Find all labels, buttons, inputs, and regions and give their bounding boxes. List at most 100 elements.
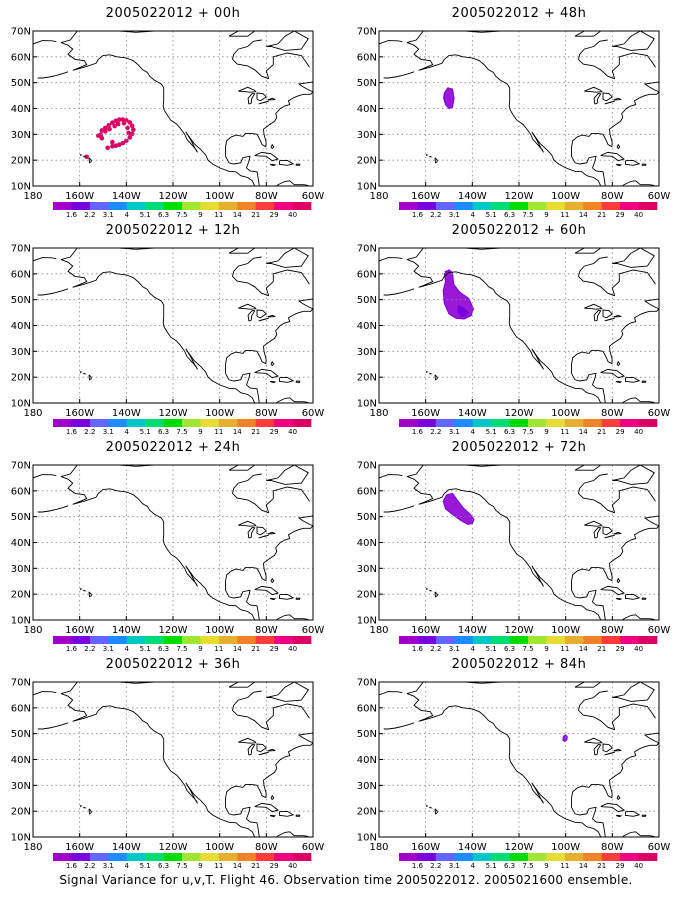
colorbar-label: 29: [616, 862, 625, 868]
graticule: [379, 248, 659, 403]
coastline-segment: [602, 743, 614, 753]
coastline-segment: [578, 690, 615, 731]
graticule: [379, 31, 659, 186]
coastline-segment: [604, 534, 615, 539]
coastline-segment: [33, 40, 57, 45]
variance-dot: [124, 138, 129, 144]
coastline-segment: [593, 310, 602, 322]
lon-tick-label: 60W: [648, 408, 671, 419]
map-panel-12h: 2005022012 + 12h 10N 20N 30N 40N 50N 60N 70N 18…: [0, 217, 346, 434]
variance-dot: [103, 125, 108, 131]
coastline-segment: [611, 486, 656, 513]
coastline-segment: [79, 371, 83, 373]
colorbar-label: 2.2: [84, 645, 95, 651]
coastline-segment: [265, 703, 310, 730]
colorbar-swatch: [528, 853, 547, 861]
variance-dot: [105, 145, 110, 151]
colorbar-swatch: [71, 419, 91, 427]
lat-tick-label: 30N: [357, 781, 377, 792]
colorbar-swatch: [509, 636, 529, 644]
variance-dot: [110, 139, 115, 145]
coastline-segment: [265, 486, 310, 513]
map-figure: 10N 20N 30N 40N 50N 60N 70N 180 160W 140W 120W 100W…: [357, 244, 671, 435]
lon-tick-label: 100W: [551, 842, 580, 853]
map-figure: 10N 20N 30N 40N 50N 60N 70N 180 160W 140W 120W 100W…: [357, 27, 671, 218]
colorbar-swatch: [564, 853, 584, 861]
colorbar-swatch: [491, 853, 510, 861]
coastline-segment: [60, 682, 173, 695]
colorbar-label: 40: [288, 645, 297, 651]
panel-title: 2005022012 + 36h: [105, 657, 241, 672]
colorbar-swatch: [145, 636, 164, 644]
map-panel-00h: 2005022012 + 00h 10N 20N 30N 40N 50N 60N 70N 18…: [0, 0, 346, 217]
variance-dot: [120, 117, 126, 122]
lon-tick-label: 100W: [205, 625, 234, 636]
map-panel-84h: 2005022012 + 84h 10N 20N 30N 40N 50N 60N 70N 18…: [346, 651, 692, 868]
variance-dot: [107, 126, 112, 132]
colorbar-label: 4: [124, 645, 129, 651]
lon-tick-label: 100W: [205, 191, 234, 202]
lat-tick-label: 30N: [357, 347, 377, 358]
lon-tick-label: 160W: [411, 842, 440, 853]
coastline-segment: [269, 163, 277, 167]
lat-tick-label: 20N: [357, 373, 377, 384]
colorbar-label: 40: [634, 645, 643, 651]
variance-dot: [110, 143, 115, 149]
colorbar-swatch: [89, 419, 109, 427]
colorbar-label: 2.2: [84, 211, 95, 217]
coastline-segment: [232, 256, 269, 297]
coastline-segment: [266, 248, 309, 268]
colorbar-label: 21: [597, 645, 606, 651]
coastline-segment: [406, 476, 655, 620]
colorbar-swatch: [472, 202, 492, 210]
graticule: [33, 31, 313, 186]
coastline-segment: [641, 380, 647, 383]
coastline-segment: [225, 515, 313, 620]
coastline-segment: [612, 248, 655, 268]
lat-tick-label: 20N: [11, 590, 31, 601]
lon-tick-label: 80W: [601, 408, 624, 419]
colorbar-label: 11: [560, 211, 569, 217]
colorbar-swatch: [417, 202, 437, 210]
coastline: [33, 682, 313, 837]
variance-dot: [127, 135, 133, 140]
variance-dot: [127, 120, 133, 125]
coastline-segment: [278, 376, 295, 383]
colorbar-swatch: [182, 202, 201, 210]
lon-tick-label: 120W: [159, 408, 188, 419]
colorbar-label: 5.1: [140, 645, 151, 651]
colorbar-label: 1.6: [66, 428, 78, 434]
coastline-segment: [574, 465, 602, 471]
lon-tick-label: 120W: [505, 408, 534, 419]
colorbar-swatch: [71, 853, 91, 861]
coastline-segment: [406, 465, 519, 478]
colorbar-swatch: [237, 636, 257, 644]
colorbar-swatch: [218, 636, 238, 644]
coastline-segment: [60, 259, 309, 403]
colorbar-label: 6.3: [504, 645, 515, 651]
colorbar-label: 40: [288, 862, 297, 868]
colorbar-swatch: [53, 419, 72, 427]
coastline-segment: [232, 39, 269, 80]
lat-tick-label: 20N: [11, 373, 31, 384]
coastline-segment: [247, 744, 256, 756]
colorbar-swatch: [292, 419, 312, 427]
colorbar-label: 9: [198, 862, 202, 868]
coastline-segment: [83, 155, 87, 158]
colorbar-label: 7.5: [176, 428, 187, 434]
colorbar-label: 14: [579, 862, 588, 868]
colorbar-label: 29: [270, 428, 279, 434]
lat-tick-label: 50N: [11, 78, 31, 89]
coastline-segment: [256, 526, 268, 536]
coastline-segment: [434, 808, 438, 815]
variance-blob: [442, 269, 475, 320]
colorbar: 1.6 2.2 3.1 4 5.1 6.3 7.5 9 11 14 21 29 40: [53, 419, 312, 434]
coastline-segment: [238, 303, 257, 310]
coastline-segment: [83, 589, 87, 592]
coastline-segment: [379, 257, 403, 262]
coastline-segment: [624, 376, 641, 383]
coastline-segment: [593, 93, 602, 105]
coastline-segment: [578, 39, 615, 80]
variance-dot: [112, 123, 117, 129]
coastline-segment: [616, 143, 621, 150]
